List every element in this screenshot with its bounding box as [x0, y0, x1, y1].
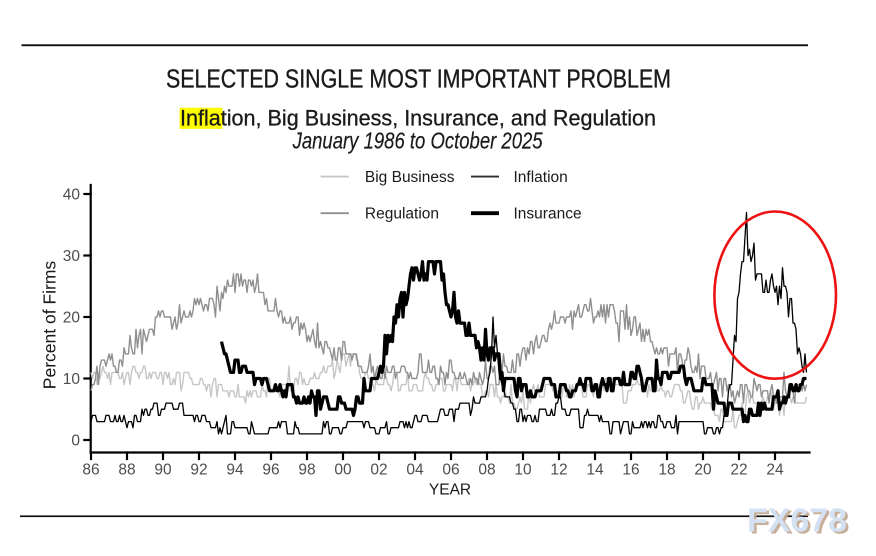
svg-text:Regulation: Regulation: [365, 206, 439, 223]
svg-text:24: 24: [766, 462, 784, 479]
svg-text:20: 20: [63, 310, 81, 327]
svg-text:98: 98: [298, 462, 315, 479]
svg-text:04: 04: [406, 462, 424, 479]
svg-text:Inflation: Inflation: [514, 169, 568, 186]
svg-text:Inflation, Big Business, Insur: Inflation, Big Business, Insurance, and …: [180, 105, 656, 130]
svg-text:16: 16: [622, 462, 639, 479]
svg-text:06: 06: [442, 462, 459, 479]
svg-text:YEAR: YEAR: [429, 482, 471, 499]
svg-text:0: 0: [71, 433, 80, 450]
svg-text:02: 02: [370, 462, 387, 479]
svg-text:FX678: FX678: [750, 504, 850, 541]
svg-text:FX678: FX678: [747, 502, 847, 539]
svg-text:20: 20: [694, 462, 712, 479]
svg-text:90: 90: [154, 462, 172, 479]
svg-text:08: 08: [478, 462, 495, 479]
svg-text:18: 18: [658, 462, 675, 479]
svg-text:40: 40: [63, 187, 81, 204]
svg-text:94: 94: [226, 462, 244, 479]
svg-text:00: 00: [334, 462, 352, 479]
svg-text:12: 12: [550, 462, 567, 479]
svg-text:10: 10: [514, 462, 532, 479]
svg-text:SELECTED SINGLE MOST IMPORTANT: SELECTED SINGLE MOST IMPORTANT PROBLEM: [166, 64, 671, 94]
svg-text:Big Business: Big Business: [365, 169, 455, 186]
svg-text:30: 30: [63, 248, 81, 265]
svg-text:88: 88: [118, 462, 135, 479]
svg-text:Percent of Firms: Percent of Firms: [40, 261, 60, 390]
svg-text:14: 14: [586, 462, 604, 479]
svg-text:96: 96: [262, 462, 279, 479]
svg-text:22: 22: [730, 462, 747, 479]
svg-text:10: 10: [63, 371, 81, 388]
svg-text:92: 92: [190, 462, 207, 479]
svg-text:86: 86: [82, 462, 99, 479]
svg-text:January 1986 to October 2025: January 1986 to October 2025: [292, 128, 544, 154]
svg-text:Insurance: Insurance: [514, 206, 582, 223]
